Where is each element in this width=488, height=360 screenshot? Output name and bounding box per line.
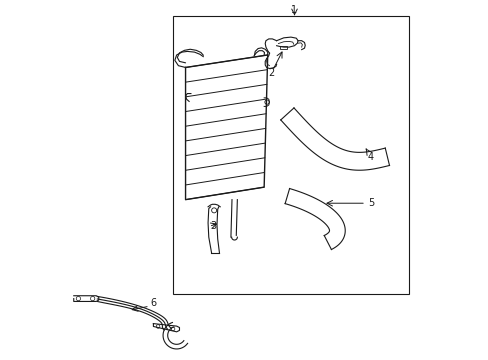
Text: 5: 5 (367, 198, 373, 208)
Text: 1: 1 (291, 5, 297, 15)
Text: 3: 3 (210, 221, 216, 231)
Bar (173, 16, 408, 294)
Text: 4: 4 (367, 152, 373, 162)
Bar (279, 46, 287, 49)
Text: 2: 2 (267, 68, 274, 78)
Text: 6: 6 (150, 298, 156, 308)
